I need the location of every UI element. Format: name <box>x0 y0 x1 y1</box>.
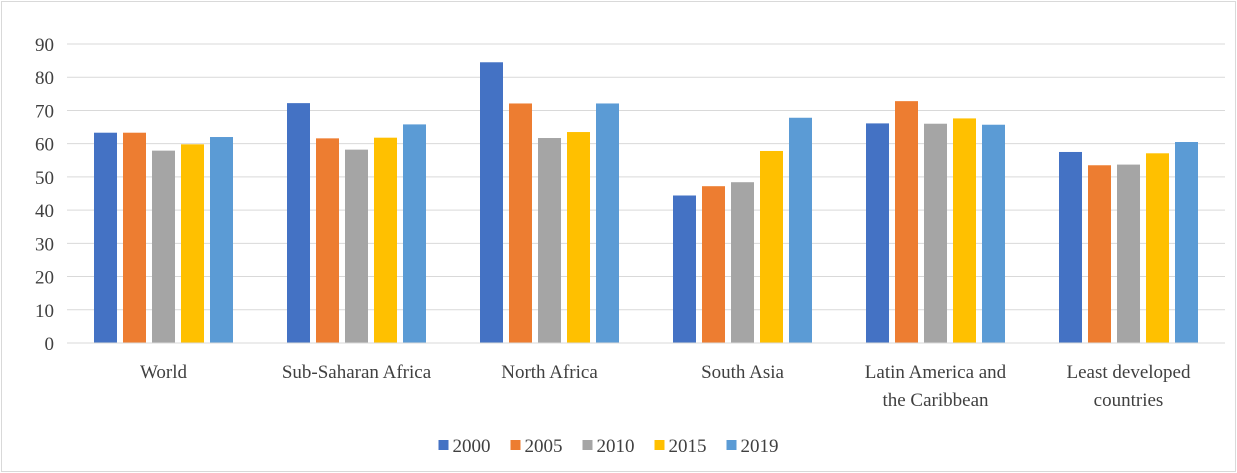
category-label: World <box>140 362 188 383</box>
legend-swatch <box>726 440 737 450</box>
bar-2010-5 <box>1117 164 1140 343</box>
y-tick-label: 80 <box>35 68 54 89</box>
category-label: the Caribbean <box>882 390 989 411</box>
bar-2005-1 <box>316 138 339 343</box>
bar-2005-3 <box>702 186 725 343</box>
bars <box>94 62 1198 344</box>
legend-item-2000: 2000 <box>438 436 491 457</box>
legend-label: 2015 <box>669 436 707 457</box>
bar-2000-0 <box>94 132 117 343</box>
legend-item-2019: 2019 <box>726 436 779 457</box>
category-label: Sub-Saharan Africa <box>282 362 432 383</box>
y-tick-label: 90 <box>35 35 54 56</box>
bar-2019-0 <box>210 137 233 343</box>
bar-2005-4 <box>895 101 918 344</box>
legend-label: 2000 <box>453 436 491 457</box>
category-label: North Africa <box>501 362 598 383</box>
category-label: Least developed <box>1067 362 1191 383</box>
bar-2010-0 <box>152 150 175 343</box>
bar-2005-2 <box>509 103 532 344</box>
category-label: Latin America and <box>865 362 1007 383</box>
legend: 2000 2005 2010 2015 2019 <box>438 436 779 457</box>
y-axis-tick-labels: 0 10 20 30 40 50 60 70 80 90 <box>35 35 54 355</box>
legend-label: 2019 <box>741 436 779 457</box>
bar-2005-5 <box>1088 165 1111 343</box>
y-tick-label: 50 <box>35 168 54 189</box>
category-label: South Asia <box>701 362 784 383</box>
y-tick-label: 10 <box>35 301 54 322</box>
legend-item-2005: 2005 <box>510 436 563 457</box>
bar-2019-3 <box>789 117 812 344</box>
bar-2015-4 <box>953 118 976 343</box>
bar-2019-5 <box>1175 142 1198 343</box>
legend-swatch <box>510 440 521 450</box>
y-tick-label: 30 <box>35 234 54 255</box>
legend-swatch <box>654 440 665 450</box>
category-label: countries <box>1094 390 1164 411</box>
bar-2000-2 <box>480 62 503 344</box>
bar-2000-5 <box>1059 151 1082 343</box>
bar-2005-0 <box>123 132 146 343</box>
x-axis-category-labels: World Sub-Saharan Africa North Africa South… <box>140 362 1191 411</box>
bar-2015-1 <box>374 137 397 343</box>
legend-label: 2010 <box>597 436 635 457</box>
bar-2019-4 <box>982 124 1005 343</box>
legend-item-2010: 2010 <box>582 436 635 457</box>
y-tick-label: 40 <box>35 201 54 222</box>
bar-2010-2 <box>538 138 561 343</box>
y-tick-label: 60 <box>35 135 54 156</box>
legend-swatch <box>582 440 593 450</box>
bar-2015-2 <box>567 132 590 343</box>
y-tick-label: 20 <box>35 268 54 289</box>
legend-label: 2005 <box>525 436 563 457</box>
bar-2000-1 <box>287 103 310 343</box>
bar-2010-4 <box>924 123 947 343</box>
bar-2010-3 <box>731 182 754 343</box>
bar-2015-5 <box>1146 153 1169 343</box>
legend-item-2015: 2015 <box>654 436 707 457</box>
y-tick-label: 70 <box>35 101 54 122</box>
bar-2019-1 <box>403 124 426 343</box>
y-tick-label: 0 <box>45 334 55 355</box>
bar-2000-3 <box>673 195 696 343</box>
bar-2010-1 <box>345 149 368 343</box>
bar-2000-4 <box>866 123 889 343</box>
bar-2015-3 <box>760 150 783 343</box>
gridlines <box>67 43 1225 311</box>
legend-swatch <box>438 440 449 450</box>
bar-2019-2 <box>596 103 619 344</box>
bar-2015-0 <box>181 144 204 343</box>
